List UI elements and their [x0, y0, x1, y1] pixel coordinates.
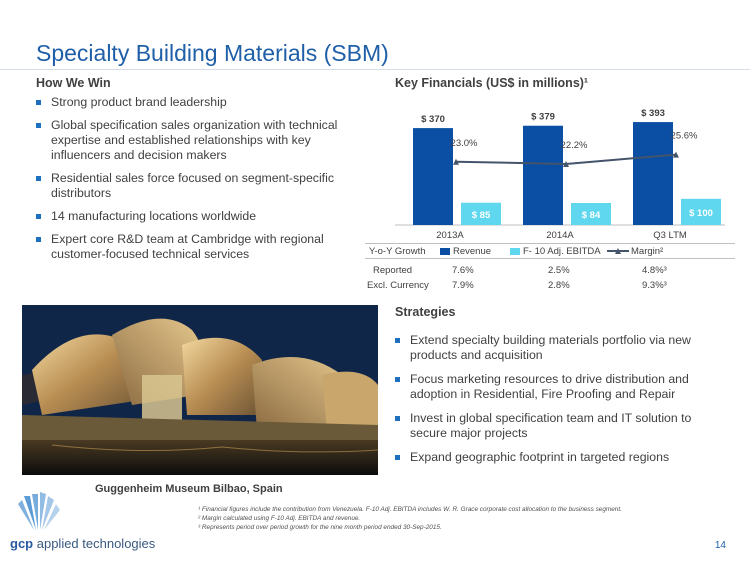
- list-item: Expand geographic footprint in targeted …: [395, 450, 725, 465]
- legend-revenue-swatch: [440, 247, 450, 255]
- ebitda-bar: [461, 202, 501, 225]
- growth-header: Y-o-Y Growth: [369, 246, 426, 257]
- growth-row-label: Excl. Currency: [367, 280, 429, 291]
- list-item: Global specification sales organization …: [36, 118, 356, 163]
- revenue-data-label: $ 370: [421, 114, 445, 125]
- bullet-square-icon: [395, 377, 400, 382]
- ebitda-data-label: $ 85: [472, 210, 491, 221]
- list-item: Focus marketing resources to drive distr…: [395, 372, 725, 402]
- revenue-data-label: $ 393: [641, 108, 665, 119]
- strategies-list: Extend specialty building materials port…: [395, 333, 725, 474]
- category-tick-label: 2014A: [546, 230, 574, 241]
- growth-cell: 4.8%³: [642, 265, 667, 276]
- gcp-logo-mark: [14, 490, 134, 530]
- legend-ebitda-swatch: [510, 247, 520, 255]
- strategies-heading: Strategies: [395, 305, 456, 319]
- key-financials-heading: Key Financials (US$ in millions)¹: [395, 76, 589, 90]
- chart-legend: Y-o-Y Growth Revenue F- 10 Adj. EBITDA M…: [365, 243, 735, 259]
- growth-cell: 9.3%³: [642, 280, 667, 291]
- ebitda-data-label: $ 84: [582, 210, 601, 221]
- revenue-bar: [413, 128, 453, 225]
- margin-data-label: 22.2%: [561, 140, 588, 151]
- ebitda-bar: [571, 203, 611, 225]
- bullet-square-icon: [36, 214, 41, 219]
- bullet-square-icon: [36, 237, 41, 242]
- financials-chart-svg: $ 370 $ 85 2013A $ 379 $ 84 2014A $ 393 $ 100Q3…: [395, 108, 725, 241]
- photo-caption: Guggenheim Museum Bilbao, Spain: [95, 483, 283, 495]
- bullet-square-icon: [395, 338, 400, 343]
- bullet-square-icon: [395, 416, 400, 421]
- financials-chart: $ 370 $ 85 2013A $ 379 $ 84 2014A $ 393 $ 100 Q3…: [395, 100, 725, 260]
- title-divider: [0, 69, 750, 70]
- ebitda-data-label: $ 100: [689, 208, 713, 219]
- revenue-data-label: $ 379: [531, 112, 555, 123]
- bullet-square-icon: [36, 123, 41, 128]
- list-item: Strong product brand leadership: [36, 95, 356, 110]
- list-item: Expert core R&D team at Cambridge with r…: [36, 232, 356, 262]
- growth-cell: 2.5%: [548, 265, 570, 276]
- legend-margin-line-icon: [607, 248, 629, 255]
- bullet-square-icon: [36, 176, 41, 181]
- margin-point: [453, 158, 459, 165]
- how-we-win-heading: How We Win: [36, 76, 111, 90]
- margin-point: [563, 160, 569, 167]
- ebitda-bar: [681, 198, 721, 225]
- guggenheim-illustration: [22, 305, 378, 475]
- margin-data-label: 25.6%: [671, 131, 698, 142]
- growth-cell: 7.6%: [452, 265, 474, 276]
- how-we-win-list: Strong product brand leadership Global s…: [36, 95, 356, 270]
- list-item: 14 manufacturing locations worldwide: [36, 209, 356, 224]
- growth-cell: 2.8%: [548, 280, 570, 291]
- footnote: ² Margin calculated using F-10 Adj. EBIT…: [198, 515, 361, 522]
- company-logo-text: gcp applied technologies: [10, 536, 156, 551]
- footnotes: ¹ Financial figures include the contribu…: [198, 505, 738, 532]
- list-item: Residential sales force focused on segme…: [36, 171, 356, 201]
- page-number: 14: [714, 540, 726, 551]
- category-tick-label: 2013A: [436, 230, 464, 241]
- footnote: ¹ Financial figures include the contribu…: [198, 506, 622, 513]
- growth-cell: 7.9%: [452, 280, 474, 291]
- bullet-square-icon: [395, 455, 400, 460]
- revenue-bar: [523, 125, 563, 225]
- legend-ebitda: F- 10 Adj. EBITDA: [510, 246, 601, 257]
- margin-point: [673, 151, 679, 158]
- guggenheim-photo: [22, 305, 378, 475]
- legend-revenue: Revenue: [440, 246, 491, 257]
- growth-row-label: Reported: [373, 265, 413, 276]
- revenue-bar: [633, 122, 673, 225]
- list-item: Invest in global specification team and …: [395, 411, 725, 441]
- gcp-logo-icon: [18, 492, 60, 530]
- bullet-square-icon: [36, 100, 41, 105]
- legend-margin: Margin²: [607, 246, 663, 257]
- list-item: Extend specialty building materials port…: [395, 333, 725, 363]
- slide-title: Specialty Building Materials (SBM): [36, 40, 389, 66]
- margin-data-label: 23.0%: [451, 138, 478, 149]
- category-tick-label: Q3 LTM: [653, 230, 687, 241]
- footnote: ³ Represents period over period growth f…: [198, 524, 442, 531]
